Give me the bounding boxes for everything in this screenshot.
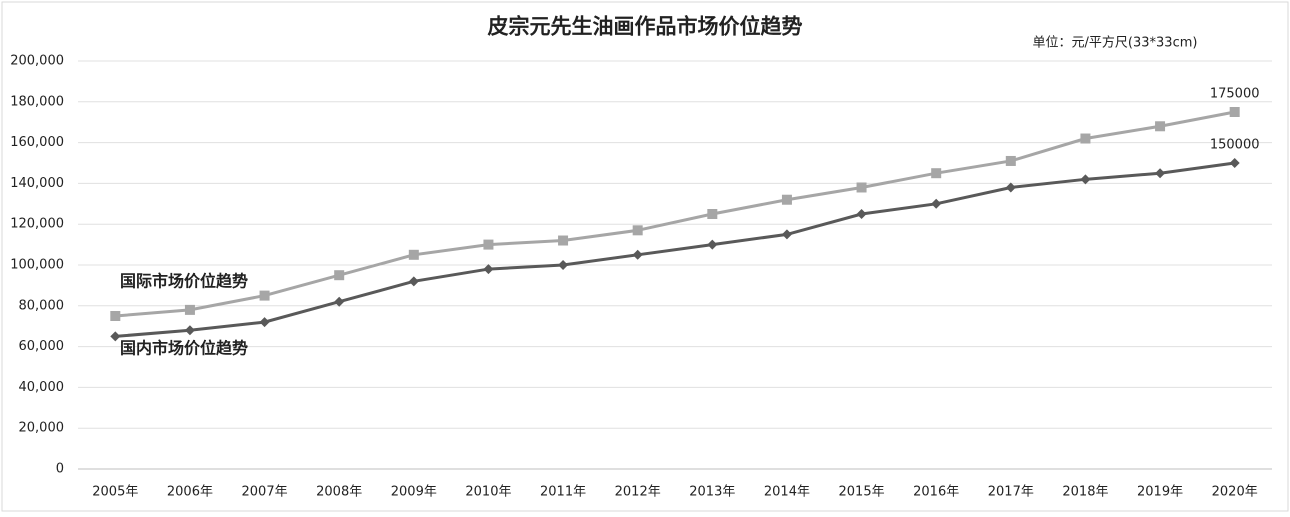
marker: [856, 182, 867, 193]
unit-note: 单位：元/平方尺(33*33cm): [1033, 35, 1198, 51]
marker: [632, 249, 643, 260]
marker: [781, 229, 792, 240]
marker: [707, 239, 718, 250]
x-tick-label: 2018年: [1062, 485, 1108, 500]
marker: [931, 168, 942, 179]
x-tick-label: 2006年: [167, 485, 213, 500]
marker: [1080, 174, 1091, 185]
y-tick-label: 80,000: [19, 298, 65, 313]
x-tick-label: 2013年: [689, 485, 735, 500]
marker: [558, 260, 569, 270]
marker: [1005, 155, 1016, 166]
x-tick-label: 2009年: [391, 485, 437, 500]
marker: [1155, 168, 1166, 179]
marker: [558, 235, 569, 246]
marker: [632, 225, 643, 236]
y-tick-label: 0: [56, 462, 64, 477]
marker: [184, 304, 195, 315]
x-tick-label: 2012年: [615, 485, 661, 500]
marker: [110, 331, 121, 342]
marker: [334, 296, 345, 307]
x-tick-label: 2016年: [913, 485, 959, 500]
marker: [259, 290, 270, 301]
x-tick-label: 2007年: [242, 485, 288, 500]
marker: [781, 194, 792, 205]
marker: [856, 209, 867, 219]
marker: [483, 239, 494, 250]
series-name: 国内市场价位趋势: [120, 339, 248, 358]
marker: [1229, 158, 1240, 168]
marker: [931, 198, 942, 209]
series-name: 国际市场价位趋势: [120, 272, 248, 291]
x-tick-label: 2011年: [540, 485, 586, 500]
x-tick-label: 2010年: [465, 485, 511, 500]
x-tick-label: 2019年: [1137, 485, 1183, 500]
y-tick-label: 180,000: [10, 94, 64, 109]
marker: [110, 311, 121, 321]
series-line: [115, 110, 1235, 318]
y-tick-label: 20,000: [19, 421, 65, 436]
y-tick-label: 120,000: [10, 217, 64, 232]
data-label: 150000: [1210, 138, 1260, 153]
marker: [334, 270, 345, 281]
y-tick-label: 60,000: [19, 339, 65, 354]
data-label: 175000: [1210, 87, 1260, 102]
x-tick-label: 2005年: [92, 485, 138, 500]
x-tick-label: 2017年: [988, 485, 1034, 500]
y-tick-label: 160,000: [10, 135, 64, 150]
x-tick-label: 2008年: [316, 485, 362, 500]
x-tick-label: 2020年: [1212, 485, 1258, 500]
marker: [1155, 121, 1166, 132]
marker: [707, 209, 718, 219]
y-tick-label: 40,000: [19, 380, 65, 395]
chart-title: 皮宗元先生油画作品市场价位趋势: [488, 14, 803, 39]
marker: [408, 249, 419, 260]
marker: [259, 317, 270, 328]
marker: [1229, 107, 1240, 117]
marker: [408, 276, 419, 287]
marker: [1005, 182, 1016, 193]
y-tick-label: 100,000: [10, 258, 64, 273]
series-line: [115, 161, 1235, 338]
x-tick-label: 2014年: [764, 485, 810, 500]
y-tick-label: 140,000: [10, 176, 64, 191]
marker: [1080, 133, 1091, 144]
y-tick-label: 200,000: [10, 54, 64, 69]
marker: [184, 325, 195, 336]
marker: [483, 264, 494, 275]
x-tick-label: 2015年: [839, 485, 885, 500]
